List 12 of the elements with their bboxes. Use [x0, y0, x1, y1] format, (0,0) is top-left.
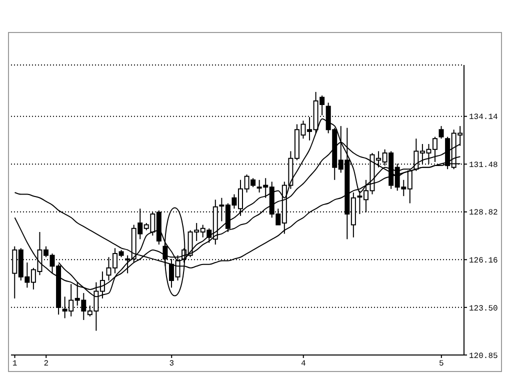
y-tick-label: 128.82: [469, 208, 498, 218]
x-tick-label: 3: [169, 360, 174, 369]
y-tick-label: 131.48: [469, 160, 498, 170]
x-tick-label: 1: [12, 360, 18, 369]
x-tick-label: 4: [300, 360, 306, 369]
x-tick-label: 2: [44, 360, 49, 369]
candlestick: [438, 126, 444, 140]
x-tick-label: 5: [439, 360, 444, 369]
y-tick-label: 120.85: [469, 352, 498, 361]
y-tick-label: 123.50: [469, 304, 498, 314]
y-tick-label: 134.14: [469, 113, 498, 122]
y-tick-label: 126.16: [469, 256, 498, 266]
